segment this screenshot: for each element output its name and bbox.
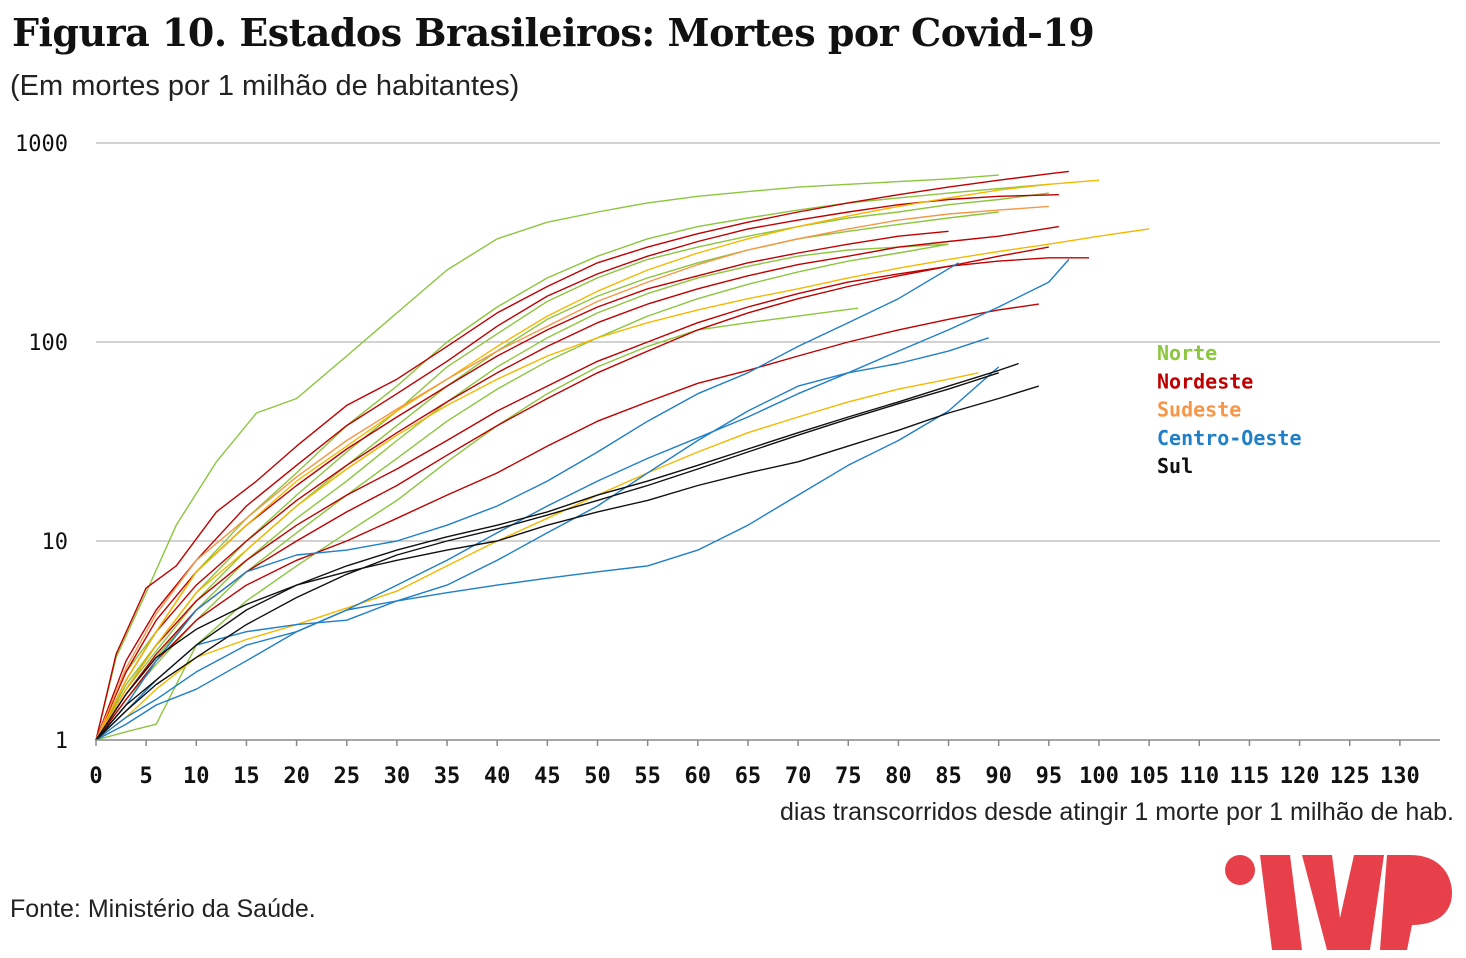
y-tick-label: 1000 (15, 132, 68, 157)
x-tick-label: 75 (835, 764, 862, 789)
series-line-norte-4 (95, 243, 949, 741)
x-axis-label: dias transcorridos desde atingir 1 morte… (780, 798, 1454, 826)
x-tick-label: 105 (1129, 764, 1169, 789)
series-line-norte-0 (95, 174, 999, 741)
x-tick-label: 30 (384, 764, 411, 789)
series-line-nordeste-12 (95, 303, 1039, 741)
chart-title: Figura 10. Estados Brasileiros: Mortes p… (12, 10, 1095, 55)
legend-entry-centro-oeste: Centro-Oeste (1157, 426, 1302, 450)
y-axis: 1 10 100 1000 (15, 132, 68, 754)
x-tick-label: 5 (140, 764, 153, 789)
x-tick-label: 45 (534, 764, 561, 789)
x-tick-label: 15 (233, 764, 260, 789)
logo-stroke-i (1260, 855, 1302, 950)
series-line-sul-24 (95, 372, 999, 741)
x-axis: 0 5 10 15 20 25 30 35 40 45 50 55 60 65 70 75 80 85 90 95 10… (89, 739, 1440, 789)
logo-stroke-m (1302, 855, 1384, 950)
x-tick-label: 100 (1079, 764, 1119, 789)
source-note: Fonte: Ministério da Saúde. (10, 895, 316, 923)
gridlines (96, 142, 1440, 542)
series-lines (95, 170, 1150, 741)
series-line-nordeste-7 (95, 170, 1069, 741)
series-line-nordeste-10 (95, 225, 1060, 741)
x-tick-label: 90 (985, 764, 1012, 789)
legend-entry-sudeste: Sudeste (1157, 398, 1241, 422)
x-tick-label: 95 (1036, 764, 1063, 789)
series-line-sul-22 (95, 385, 1040, 741)
x-tick-label: 0 (89, 764, 102, 789)
x-tick-label: 125 (1330, 764, 1370, 789)
logo-stroke-p (1380, 855, 1452, 950)
chart-subtitle: (Em mortes por 1 milhão de habitantes) (10, 70, 520, 102)
series-line-sul-23 (95, 362, 1019, 741)
x-tick-label: 120 (1280, 764, 1320, 789)
series-line-centro-oeste-19 (95, 337, 989, 741)
x-tick-label: 110 (1179, 764, 1219, 789)
imp-logo (1225, 855, 1452, 950)
legend-entry-sul: Sul (1157, 454, 1193, 478)
legend-entry-nordeste: Nordeste (1157, 369, 1253, 393)
x-tick-label: 65 (735, 764, 762, 789)
x-tick-label: 25 (333, 764, 360, 789)
series-line-sudeste-14 (95, 179, 1100, 741)
series-line-nordeste-8 (95, 194, 1059, 741)
x-tick-label: 35 (434, 764, 461, 789)
series-line-sudeste-15 (95, 228, 1150, 741)
legend: Norte Nordeste Sudeste Centro-Oeste Sul (1157, 341, 1302, 478)
x-tick-label: 20 (283, 764, 310, 789)
y-tick-label: 10 (42, 530, 69, 555)
x-tick-label: 40 (484, 764, 511, 789)
series-line-centro-oeste-18 (95, 262, 959, 741)
x-tick-label: 50 (584, 764, 611, 789)
series-line-centro-oeste-20 (95, 258, 1070, 741)
series-line-norte-6 (95, 243, 949, 741)
x-tick-label: 115 (1230, 764, 1270, 789)
legend-entry-norte: Norte (1157, 341, 1217, 365)
series-line-norte-1 (95, 183, 1049, 741)
y-tick-label: 1 (55, 729, 68, 754)
series-line-nordeste-11 (95, 257, 1089, 741)
x-tick-label: 130 (1380, 764, 1420, 789)
series-line-sudeste-17 (95, 372, 979, 741)
x-tick-label: 85 (935, 764, 962, 789)
series-line-sudeste-16 (95, 205, 1049, 741)
series-line-norte-5 (95, 307, 859, 741)
x-tick-label: 10 (183, 764, 210, 789)
line-chart: 0 5 10 15 20 25 30 35 40 45 50 55 60 65 70 75 80 85 90 95 10… (15, 132, 1454, 826)
series-line-norte-2 (95, 192, 1049, 741)
x-tick-label: 60 (685, 764, 712, 789)
x-tick-label: 80 (885, 764, 912, 789)
series-line-centro-oeste-21 (95, 366, 1000, 741)
y-tick-label: 100 (28, 331, 68, 356)
logo-dot (1225, 855, 1255, 885)
x-tick-label: 70 (785, 764, 812, 789)
series-line-norte-3 (95, 211, 999, 741)
x-tick-label: 55 (634, 764, 661, 789)
series-line-nordeste-9 (95, 230, 949, 741)
